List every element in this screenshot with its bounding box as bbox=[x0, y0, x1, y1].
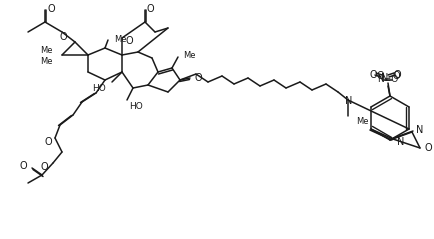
Text: N: N bbox=[396, 137, 403, 147]
Text: O: O bbox=[146, 4, 154, 14]
Text: N: N bbox=[415, 125, 422, 135]
Text: N: N bbox=[381, 73, 388, 83]
Text: O: O bbox=[20, 161, 27, 171]
Text: O: O bbox=[375, 71, 383, 81]
Text: O: O bbox=[59, 32, 67, 42]
Text: O: O bbox=[194, 73, 202, 83]
Text: HO: HO bbox=[129, 102, 142, 110]
Text: O: O bbox=[368, 70, 376, 80]
Text: O: O bbox=[424, 143, 432, 153]
Text: O: O bbox=[47, 4, 55, 14]
Text: O: O bbox=[392, 70, 400, 80]
Text: O: O bbox=[40, 162, 48, 172]
Text: N: N bbox=[345, 96, 352, 106]
Text: Me: Me bbox=[183, 50, 195, 60]
Text: Me: Me bbox=[39, 56, 52, 65]
Text: Me: Me bbox=[114, 34, 126, 43]
Text: O: O bbox=[126, 36, 133, 46]
Text: O: O bbox=[44, 137, 52, 147]
Text: Me: Me bbox=[39, 45, 52, 54]
Text: O: O bbox=[391, 71, 399, 81]
Text: Me: Me bbox=[355, 116, 368, 125]
Text: HO: HO bbox=[92, 83, 106, 92]
Text: N=O: N=O bbox=[377, 75, 398, 83]
